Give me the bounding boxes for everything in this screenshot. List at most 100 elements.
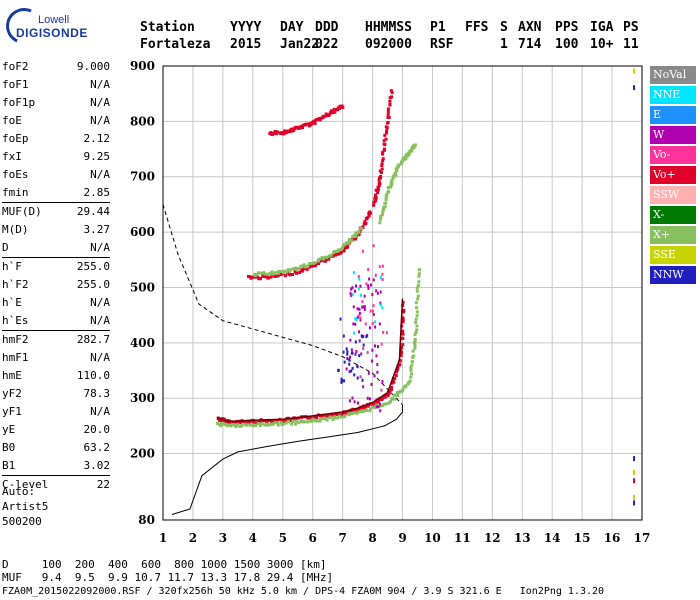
echo-point (412, 354, 416, 358)
echo-point (385, 331, 388, 335)
echo-point (324, 258, 328, 262)
echo-point (227, 423, 231, 427)
echo-point (248, 423, 252, 427)
echo-point (354, 317, 357, 321)
echo-point (367, 214, 371, 218)
echo-point (414, 330, 418, 334)
echo-point (379, 171, 383, 175)
echo-point (302, 263, 306, 267)
echo-point (383, 201, 387, 205)
echo-point (400, 389, 404, 393)
echo-point (267, 276, 271, 280)
echo-point (332, 250, 336, 254)
echo-point (279, 273, 283, 277)
echo-point (387, 190, 391, 194)
echo-point (390, 387, 394, 391)
echo-point (357, 275, 360, 279)
echo-point (388, 96, 392, 100)
param-value: 20.0 (83, 423, 111, 436)
echo-point (347, 240, 351, 244)
echo-point (398, 358, 402, 362)
echo-point (276, 421, 280, 425)
echo-point (258, 276, 262, 280)
echo-point (257, 271, 261, 275)
echo-point (270, 270, 274, 274)
echo-point (374, 325, 377, 329)
echo-point (376, 400, 380, 404)
echo-point (241, 420, 245, 424)
echo-point (265, 275, 269, 279)
echo-point (394, 374, 398, 378)
echo-point (289, 422, 293, 426)
echo-point (313, 264, 317, 268)
echo-point (413, 346, 417, 350)
echo-point (396, 390, 400, 394)
param-name: h`F2 (2, 278, 29, 291)
echo-point (368, 397, 371, 401)
echo-point (416, 294, 420, 298)
param-name: foF1p (2, 96, 36, 109)
echo-point (399, 354, 403, 358)
echo-point (380, 163, 384, 167)
echo-point (329, 253, 333, 257)
echo-point (251, 424, 255, 428)
echo-point (376, 191, 380, 195)
header-label-10: IGA (590, 20, 614, 35)
x-tick-label: 7 (338, 531, 346, 545)
param-value: 255.0 (76, 260, 110, 273)
echo-point (355, 409, 359, 413)
param-row: foEp 2.12 (2, 130, 110, 148)
echo-point (375, 405, 378, 409)
header-label-4: HHMMSS (365, 20, 412, 35)
echo-point (357, 314, 360, 318)
echo-point (328, 416, 332, 420)
param-row: h`F2 255.0 (2, 276, 110, 294)
echo-point (390, 178, 394, 182)
echo-point (325, 418, 329, 422)
echo-point (399, 337, 403, 341)
x-tick-label: 9 (398, 531, 406, 545)
echo-point (380, 396, 384, 400)
y-tick-label: 700 (130, 170, 155, 184)
echo-point (342, 334, 345, 338)
echo-point (318, 116, 322, 120)
x-tick-label: 12 (484, 531, 501, 545)
echo-point (310, 122, 314, 126)
echo-point (398, 390, 402, 394)
echo-point (270, 420, 274, 424)
echo-point (351, 293, 354, 297)
echo-point (350, 239, 354, 243)
legend-item-noval: NoVal (650, 66, 696, 84)
echo-point (415, 289, 419, 293)
echo-point (271, 272, 275, 276)
echo-point (339, 413, 343, 417)
edge-mark (633, 500, 636, 506)
echo-point (385, 129, 389, 133)
echo-point (316, 419, 320, 423)
edge-mark (633, 469, 636, 475)
echo-point (281, 419, 285, 423)
y-tick-label: 300 (130, 391, 155, 405)
echo-point (268, 271, 272, 275)
echo-point (417, 272, 421, 276)
header-value-7: 714 (518, 37, 542, 52)
echo-point (284, 421, 288, 425)
echo-point (277, 273, 281, 277)
y-tick-label: 500 (130, 280, 155, 294)
echo-point (381, 207, 385, 211)
param-value: 3.27 (83, 223, 111, 236)
echo-point (397, 163, 401, 167)
echo-point (295, 419, 299, 423)
echo-point (386, 121, 390, 125)
echo-point (360, 352, 363, 356)
echo-point (415, 310, 419, 314)
x-tick-label: 6 (309, 531, 317, 545)
echo-point (346, 356, 349, 360)
echo-point (350, 409, 354, 413)
echo-point (393, 376, 397, 380)
echo-point (346, 244, 350, 248)
echo-point (325, 255, 329, 259)
echo-point (362, 406, 366, 410)
echo-point (368, 326, 371, 330)
echo-point (356, 376, 359, 380)
